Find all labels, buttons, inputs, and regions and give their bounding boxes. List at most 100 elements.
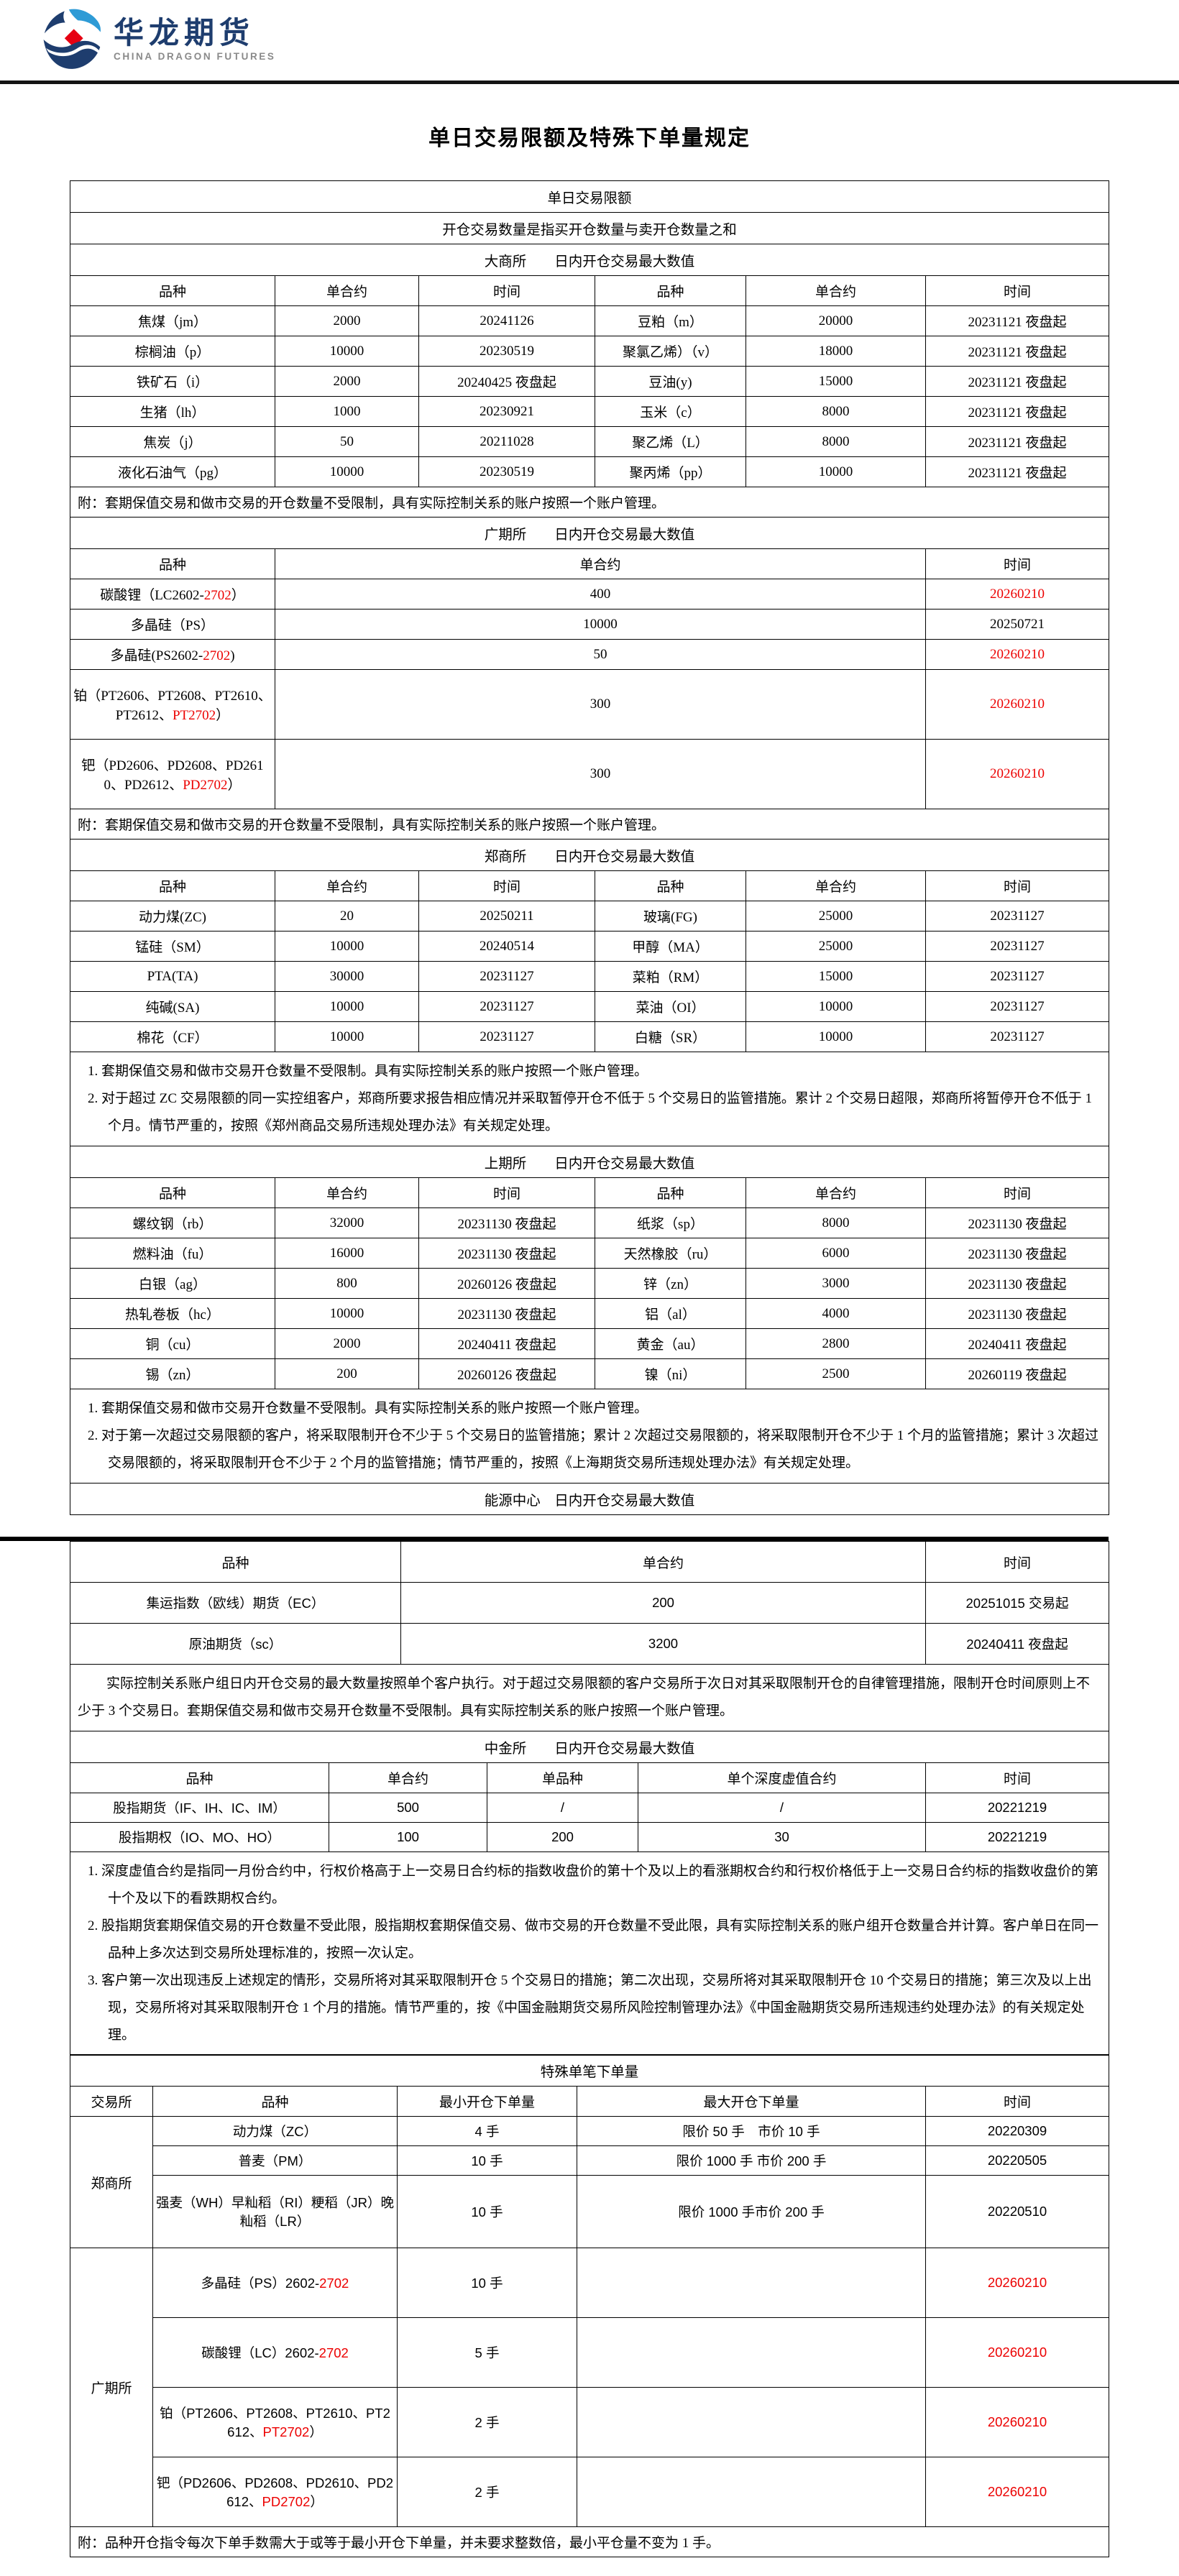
cell-time: 20231130 夜盘起: [925, 1208, 1110, 1238]
cell-time: 20240425 夜盘起: [418, 366, 595, 397]
cell-text-red: PT2702: [262, 2424, 310, 2439]
cell-text: 多晶硅（PS）2602-: [201, 2276, 320, 2291]
cell-limit: 8000: [746, 426, 926, 457]
note-item: 1. 套期保值交易和做市交易开仓数量不受限制。具有实际控制关系的账户按照一个账户…: [88, 1401, 648, 1416]
cell-text: 多晶硅(PS2602-: [110, 648, 203, 663]
cell-text: 铂（PT2606、PT2608、PT2610、PT2612、: [160, 2406, 390, 2439]
table-row: 钯（PD2606、PD2608、PD2610、PD2612、PD2702） 30…: [70, 739, 1110, 809]
section-title-ine: 能源中心 日内开仓交易最大数值: [69, 1483, 1110, 1515]
cell-product: 菜粕（RM）: [595, 961, 746, 992]
cell-time: 20260210: [925, 2457, 1110, 2527]
cell-product: 黄金（au）: [595, 1328, 746, 1359]
table-row: 能源中心 日内开仓交易最大数值: [69, 1483, 1110, 1515]
cell-limit: 30000: [275, 961, 419, 992]
cell-text: ): [230, 648, 235, 663]
table-header-row: 品种 单合约 时间 品种 单合约 时间: [70, 275, 1110, 306]
cell-time: 20260210: [925, 579, 1110, 610]
document-body: 单日交易限额 开仓交易数量是指买开仓数量与卖开仓数量之和 大商所 日内开仓交易最…: [69, 180, 1110, 1515]
ine-limit-table: 品种 单合约 时间 集运指数（欧线）期货（EC） 200 20251015 交易…: [70, 1541, 1109, 1731]
cell-limit: 15000: [746, 366, 926, 397]
table-row: 焦炭（j） 50 20211028 聚乙烯（L） 8000 20231121 夜盘起: [70, 426, 1110, 457]
cell-limit: 2000: [275, 305, 419, 336]
column-header: 时间: [925, 1177, 1110, 1208]
section-title-dce: 大商所 日内开仓交易最大数值: [69, 244, 1110, 276]
column-header: 时间: [925, 870, 1110, 901]
column-header: 时间: [925, 2086, 1110, 2117]
cell-product: 铜（cu）: [70, 1328, 275, 1359]
cell-product: 锰硅（SM）: [70, 931, 275, 962]
cell-product: 强麦（WH）早籼稻（RI）粳稻（JR）晚籼稻（LR）: [152, 2175, 398, 2248]
cell-product: 棕榈油（p）: [70, 336, 275, 367]
cell-time: 20220510: [925, 2175, 1110, 2248]
cell-time: 20231127: [925, 1021, 1110, 1052]
special-order-table: 特殊单笔下单量 交易所 品种 最小开仓下单量 最大开仓下单量 时间 郑商所 动力…: [69, 2054, 1110, 2557]
daily-limit-table: 单日交易限额 开仓交易数量是指买开仓数量与卖开仓数量之和 大商所 日内开仓交易最…: [69, 180, 1110, 1515]
cell-max-order: [577, 2248, 926, 2318]
table-row: 附：套期保值交易和做市交易的开仓数量不受限制，具有实际控制关系的账户按照一个账户…: [69, 487, 1110, 518]
cell-time: 20230519: [418, 336, 595, 367]
company-logo: 华龙期货 CHINA DRAGON FUTURES: [42, 9, 276, 70]
table-row: 广期所 多晶硅（PS）2602-2702 10 手 20260210: [70, 2248, 1110, 2527]
cell-limit: 3000: [746, 1268, 926, 1299]
cell-max-order: [577, 2387, 926, 2457]
cell-product: 锡（zn）: [70, 1358, 275, 1389]
table-row: 铂（PT2606、PT2608、PT2610、PT2612、PT2702） 2 …: [70, 2387, 1110, 2457]
cell-max-order: 限价 50 手 市价 10 手: [577, 2116, 926, 2146]
column-header: 品种: [595, 275, 746, 306]
column-header: 单合约: [746, 870, 926, 901]
cell-time: 20231127: [925, 931, 1110, 962]
cell-text: ）: [310, 2494, 324, 2509]
cell-product: 豆粕（m）: [595, 305, 746, 336]
table-row: 棉花（CF） 10000 20231127 白糖（SR） 10000 20231127: [70, 1021, 1110, 1052]
table-row: 特殊单笔下单量: [69, 2054, 1110, 2087]
cell-limit: 3200: [400, 1623, 926, 1665]
cell-product: 聚氯乙烯）（v）: [595, 336, 746, 367]
cell-time: 20231121 夜盘起: [925, 426, 1110, 457]
cell-product: 动力煤(ZC): [70, 901, 275, 932]
cell-max-order: [577, 2457, 926, 2527]
cell-time: 20260210: [925, 2387, 1110, 2457]
cell-limit: 20000: [746, 305, 926, 336]
cell-product: 钯（PD2606、PD2608、PD2610、PD2612、PD2702）: [70, 739, 275, 809]
cell-limit: 10000: [746, 991, 926, 1022]
cell-text-red: 2702: [203, 648, 231, 663]
table-note: 附：套期保值交易和做市交易的开仓数量不受限制，具有实际控制关系的账户按照一个账户…: [69, 809, 1110, 840]
cell-text-red: PT2702: [172, 708, 216, 723]
table-row: 1. 深度虚值合约是指同一月份合约中，行权价格高于上一交易日合约标的指数收盘价的…: [69, 1851, 1110, 2056]
cell-time: 20231127: [925, 991, 1110, 1022]
section-title-cffex: 中金所 日内开仓交易最大数值: [69, 1730, 1110, 1763]
cell-limit: 200: [400, 1582, 926, 1624]
cell-product: 碳酸锂（LC）2602-2702: [152, 2317, 398, 2388]
cell-time: 20260210: [925, 639, 1110, 670]
cell-product: 铂（PT2606、PT2608、PT2610、PT2612、PT2702）: [70, 669, 275, 740]
cell-time: 20240411 夜盘起: [925, 1328, 1110, 1359]
cell-min-order: 10 手: [397, 2145, 577, 2176]
cell-limit: 15000: [746, 961, 926, 992]
cell-product: 多晶硅(PS2602-2702): [70, 639, 275, 670]
table-row: 碳酸锂（LC2602-2702） 400 20260210: [70, 579, 1110, 610]
cell-time: 20260210: [925, 739, 1110, 809]
column-header: 品种: [595, 1177, 746, 1208]
logo-company-name: 华龙期货: [114, 15, 255, 50]
cell-time: 20240411 夜盘起: [418, 1328, 595, 1359]
column-header: 单合约: [746, 1177, 926, 1208]
cell-product: 锌（zn）: [595, 1268, 746, 1299]
page-gap: [0, 1515, 1179, 1537]
table-notes: 1. 套期保值交易和做市交易开仓数量不受限制。具有实际控制关系的账户按照一个账户…: [69, 1052, 1110, 1146]
table-row: 热轧卷板（hc） 10000 20231130 夜盘起 铝（al） 4000 20231…: [70, 1298, 1110, 1329]
cell-limit: 100: [329, 1821, 487, 1852]
cell-time: 20260126 夜盘起: [418, 1268, 595, 1299]
column-header: 最小开仓下单量: [397, 2086, 577, 2117]
cell-time: 20231130 夜盘起: [418, 1208, 595, 1238]
page-break-line: [0, 1537, 1109, 1541]
column-header: 时间: [418, 1177, 595, 1208]
cell-limit: 10000: [746, 456, 926, 487]
table-row: 附：品种开仓指令每次下单手数需大于或等于最小开仓下单量，并未要求整数倍，最小平仓…: [69, 2526, 1110, 2557]
column-header: 最大开仓下单量: [577, 2086, 926, 2117]
cell-time: 20211028: [418, 426, 595, 457]
cell-limit: 32000: [275, 1208, 419, 1238]
table-row: 钯（PD2606、PD2608、PD2610、PD2612、PD2702） 2 …: [70, 2457, 1110, 2527]
cell-product: 动力煤（ZC）: [152, 2116, 398, 2146]
cell-product: 液化石油气（pg）: [70, 456, 275, 487]
column-header: 时间: [925, 548, 1110, 579]
